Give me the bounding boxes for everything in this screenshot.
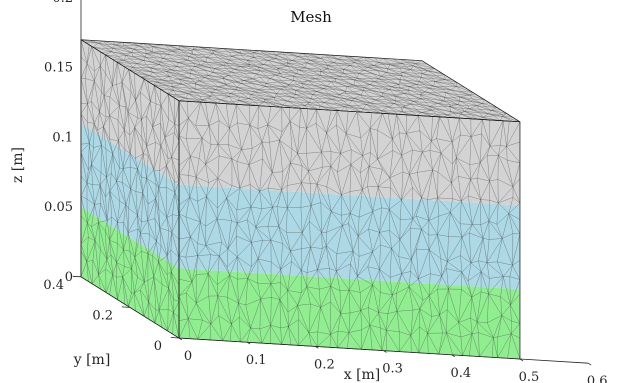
front-layer-band [179, 268, 520, 359]
x-tick-label: 0 [184, 349, 192, 364]
z-tick-label: 0.05 [44, 200, 73, 215]
y-tick-mark [170, 337, 180, 339]
z-tick-label: 0 [65, 270, 73, 285]
front-layer-band [179, 184, 520, 290]
z-tick-label: 0.15 [44, 61, 73, 76]
side-layer-band [81, 207, 179, 338]
x-tick-label: 0.4 [450, 366, 471, 381]
y-tick-mark [72, 275, 82, 278]
x-tick-label: 0.1 [246, 353, 267, 368]
x-tick-label: 0.5 [519, 370, 540, 383]
top-face-outline [80, 39, 521, 123]
y-tick-label: 0 [154, 339, 162, 354]
z-tick-label: 0.1 [52, 130, 73, 145]
tick-labels: 00.10.20.30.40.50.600.20.400.050.10.150.… [43, 0, 607, 383]
x-tick-label: 0.3 [382, 362, 403, 377]
y-tick-mark [121, 306, 131, 308]
y-tick-label: 0.4 [43, 278, 64, 293]
mesh-body [80, 39, 521, 360]
chart-title: Mesh [290, 8, 332, 26]
side-layer-band [81, 39, 179, 185]
y-axis-label: y [m] [73, 352, 111, 368]
x-tick-label: 0.2 [314, 357, 335, 372]
z-tick-label: 0.2 [52, 0, 73, 6]
x-tick-label: 0.6 [587, 374, 608, 383]
y-tick-label: 0.2 [92, 308, 113, 323]
x-tick-mark [587, 362, 592, 366]
z-axis-label: z [m] [10, 147, 26, 183]
x-tick-mark [519, 358, 524, 362]
x-axis-label: x [m] [344, 367, 381, 383]
front-layer-band [179, 100, 520, 206]
